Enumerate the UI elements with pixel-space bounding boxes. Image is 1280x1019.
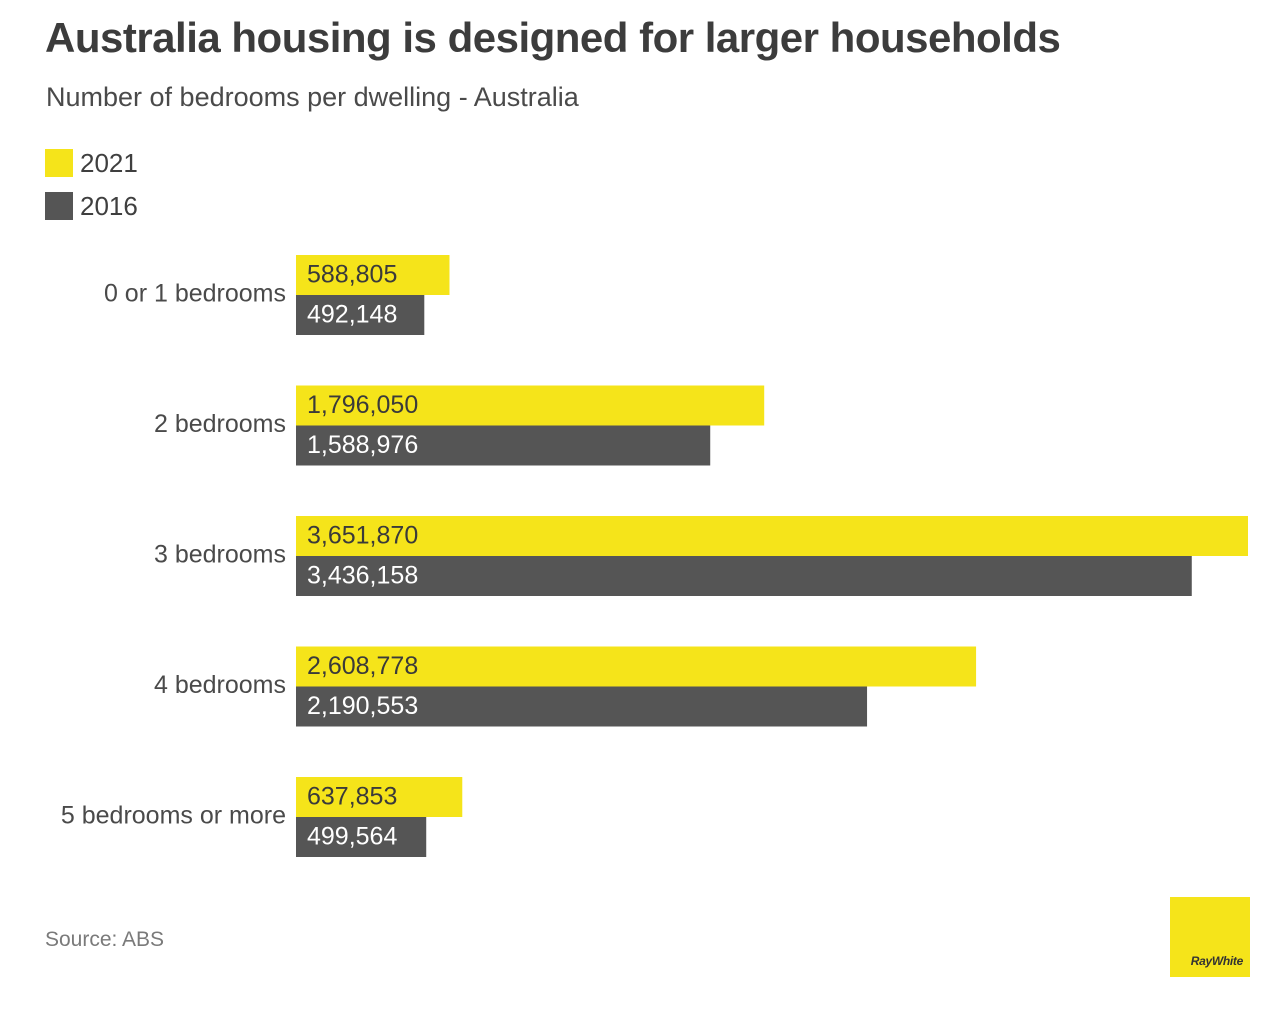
chart-subtitle: Number of bedrooms per dwelling - Austra… — [46, 82, 579, 112]
legend-label-2021: 2021 — [80, 147, 138, 178]
legend: 2021 2016 — [45, 148, 138, 234]
legend-swatch-2016 — [45, 192, 73, 220]
legend-item-2021: 2021 — [45, 148, 138, 178]
ray-white-logo: RayWhite — [1170, 897, 1250, 977]
data-label-2016-2-bedrooms: 1,588,976 — [307, 431, 418, 459]
data-label-2016-3-bedrooms: 3,436,158 — [307, 562, 418, 590]
data-label-2021-0-or-1-bedrooms: 588,805 — [307, 261, 397, 289]
category-label-3-bedrooms: 3 bedrooms — [154, 541, 286, 569]
chart-title: Australia housing is designed for larger… — [45, 14, 1061, 61]
bar-2021-3-bedrooms — [296, 516, 1248, 556]
source-note: Source: ABS — [45, 928, 165, 951]
bar-2016-0-or-1-bedrooms — [296, 295, 425, 335]
legend-item-2016: 2016 — [45, 191, 138, 221]
data-label-2016-5-bedrooms-or-more: 499,564 — [307, 823, 397, 851]
legend-swatch-2021 — [45, 149, 73, 177]
category-label-4-bedrooms: 4 bedrooms — [154, 671, 286, 699]
bar-2021-4-bedrooms — [296, 646, 977, 687]
data-label-2021-4-bedrooms: 2,608,778 — [307, 652, 418, 680]
bar-2016-3-bedrooms — [296, 556, 1192, 596]
data-label-2021-3-bedrooms: 3,651,870 — [307, 522, 418, 550]
bar-2016-4-bedrooms — [296, 686, 868, 727]
logo-text: RayWhite — [1190, 954, 1244, 968]
bar-2016-5-bedrooms-or-more — [296, 817, 427, 857]
data-label-2016-0-or-1-bedrooms: 492,148 — [307, 301, 397, 329]
data-label-2021-5-bedrooms-or-more: 637,853 — [307, 783, 397, 811]
bar-2021-2-bedrooms — [296, 385, 765, 426]
category-label-2-bedrooms: 2 bedrooms — [154, 410, 286, 438]
legend-label-2016: 2016 — [80, 190, 138, 221]
category-label-0-or-1-bedrooms: 0 or 1 bedrooms — [104, 280, 286, 308]
category-label-5-bedrooms-or-more: 5 bedrooms or more — [61, 802, 286, 830]
bar-2021-0-or-1-bedrooms — [296, 255, 450, 295]
data-label-2021-2-bedrooms: 1,796,050 — [307, 391, 418, 419]
data-label-2016-4-bedrooms: 2,190,553 — [307, 692, 418, 720]
bar-2016-2-bedrooms — [296, 425, 711, 466]
bar-2021-5-bedrooms-or-more — [296, 777, 463, 817]
